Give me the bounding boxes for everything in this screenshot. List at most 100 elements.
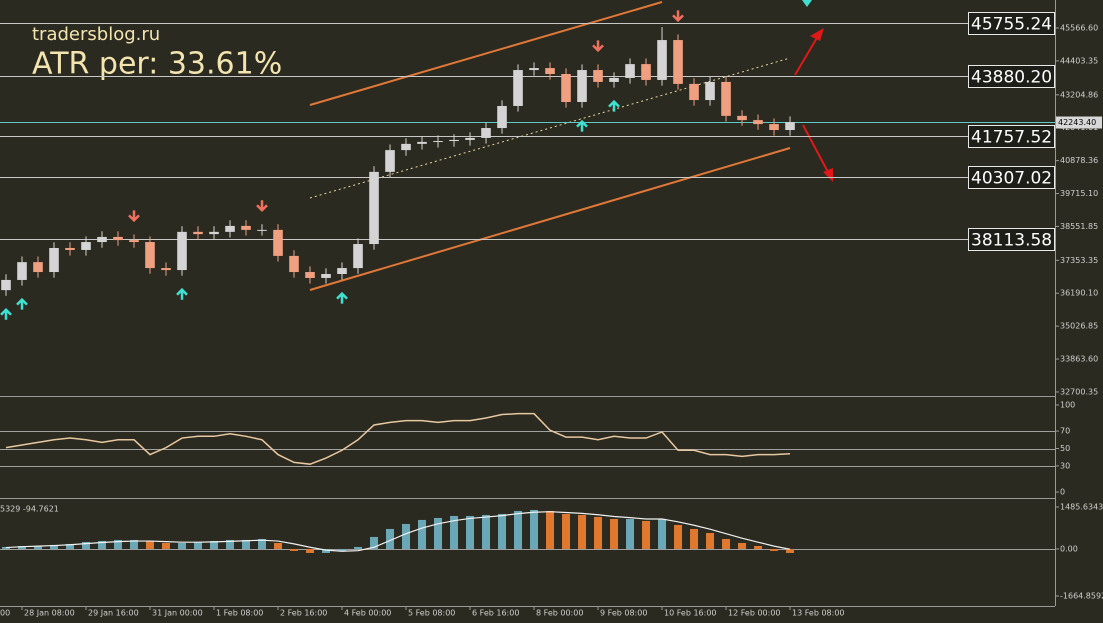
y-tick-label: 1485.6343	[1060, 502, 1103, 511]
histogram-bar	[418, 519, 427, 549]
x-tick-label: 8 Feb 00:00	[536, 609, 583, 618]
histogram-bar	[578, 514, 587, 549]
signal-arrow-down	[128, 210, 140, 223]
rsi-line	[5, 412, 791, 465]
x-tick-label: 2 Feb 16:00	[280, 609, 327, 618]
histogram-bar	[546, 510, 555, 549]
signal-arrow-up	[608, 99, 620, 112]
level-box	[968, 65, 1055, 88]
histogram-bar	[626, 518, 635, 549]
histogram-bar	[770, 548, 779, 551]
histogram-bar	[258, 538, 267, 549]
level-label: 45755.24	[971, 15, 1052, 35]
histogram-bar	[50, 544, 59, 549]
histogram-bar	[754, 545, 763, 549]
y-tick-label: 37353.35	[1060, 256, 1098, 265]
candle-body	[113, 236, 123, 241]
candle-body	[33, 262, 43, 273]
x-tick-label: 00	[0, 609, 10, 618]
y-tick-label: 40878.36	[1060, 156, 1098, 165]
histogram-bar	[402, 523, 411, 549]
candle-body	[241, 225, 251, 230]
candle-body	[785, 122, 795, 131]
site-label: tradersblog.ru	[32, 24, 160, 45]
candle-body	[513, 70, 523, 106]
histogram-bar	[34, 545, 43, 549]
y-tick-label: 35026.85	[1060, 322, 1098, 331]
candle-body	[753, 120, 763, 125]
x-tick-label: 28 Jan 08:00	[24, 609, 75, 618]
signal-arrow-up	[0, 308, 12, 320]
x-tick-label: 10 Feb 16:00	[664, 609, 716, 618]
channel-line	[309, 147, 791, 291]
candle-body	[641, 64, 651, 80]
histogram-bar	[370, 536, 379, 549]
candle-body	[737, 115, 747, 121]
candle-body	[17, 262, 27, 280]
arrow-head	[810, 28, 824, 41]
current-price-box	[1056, 116, 1102, 129]
histogram-bar	[610, 518, 619, 549]
x-tick-label: 4 Feb 00:00	[344, 609, 391, 618]
x-tick-label: 1 Feb 08:00	[216, 609, 263, 618]
histogram-bar	[98, 540, 107, 549]
histogram-bar	[594, 516, 603, 549]
candle-body	[657, 40, 667, 80]
indicator-label: 5329 -94.7621	[0, 505, 59, 514]
x-tick-label: 13 Feb 08:00	[792, 609, 844, 618]
candle-body	[177, 231, 187, 271]
signal-arrow-up	[16, 297, 28, 310]
candle-body	[433, 141, 443, 143]
x-tick-label: 6 Feb 16:00	[472, 609, 519, 618]
x-tick-label: 31 Jan 00:00	[152, 609, 203, 618]
candle-body	[305, 272, 315, 278]
candle-body	[321, 274, 331, 278]
candle-body	[161, 268, 171, 271]
candle-body	[337, 268, 347, 275]
channel-line	[309, 1, 663, 106]
histogram-bar	[194, 541, 203, 549]
y-tick-label: 44403.35	[1060, 56, 1098, 65]
candle-body	[129, 240, 139, 243]
histogram-bar	[338, 548, 347, 551]
histogram-bar	[466, 515, 475, 549]
histogram-bar	[738, 542, 747, 549]
y-tick-label: 50	[1060, 444, 1070, 453]
candle-body	[273, 229, 283, 256]
histogram-bar	[18, 545, 27, 549]
histogram-bar	[242, 539, 251, 549]
candle-body	[385, 150, 395, 172]
histogram-bar	[130, 539, 139, 549]
histogram-bar	[162, 542, 171, 549]
candle-body	[561, 74, 571, 103]
y-tick-label: 39715.10	[1060, 189, 1098, 198]
level-box	[968, 228, 1055, 251]
level-box	[968, 12, 1055, 35]
candle-body	[401, 143, 411, 151]
current-price-label: 42243.40	[1058, 118, 1096, 127]
histogram-bar	[562, 513, 571, 549]
candle-body	[481, 128, 491, 138]
histogram-bar	[290, 548, 299, 551]
y-tick-label: 43204.86	[1060, 90, 1098, 99]
signal-arrow-down	[256, 200, 268, 212]
candle-body	[545, 68, 555, 75]
histogram-bar	[482, 514, 491, 549]
signal-arrow-up	[176, 287, 188, 300]
forecast-arrow	[802, 124, 829, 173]
signal-arrow-up	[336, 291, 348, 304]
candle-body	[529, 68, 539, 71]
histogram-bar	[514, 510, 523, 549]
y-tick-label: 0	[1060, 488, 1065, 497]
histogram-bar	[786, 548, 795, 553]
histogram-bar	[722, 538, 731, 549]
histogram-bar	[322, 548, 331, 553]
candle-body	[81, 242, 91, 250]
x-tick-label: 5 Feb 08:00	[408, 609, 455, 618]
histogram-bar	[434, 517, 443, 549]
y-tick-label: -1664.8592	[1060, 592, 1103, 601]
marker	[802, 0, 812, 7]
candle-body	[257, 229, 267, 231]
candle-body	[65, 247, 75, 250]
